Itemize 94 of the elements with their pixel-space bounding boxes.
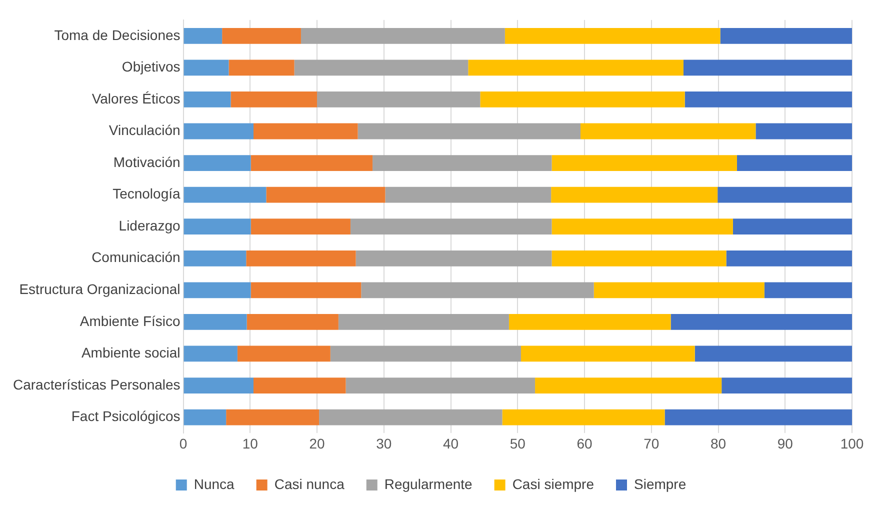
x-tick-label: 70 — [644, 435, 660, 452]
y-tick-label: Fact Psicológicos — [71, 408, 180, 424]
bar — [184, 92, 231, 108]
bar — [184, 378, 254, 394]
bar — [338, 314, 509, 330]
bar — [535, 378, 722, 394]
bar — [319, 409, 502, 426]
x-tick-label: 0 — [179, 435, 188, 452]
bar — [184, 123, 254, 140]
bar — [266, 186, 386, 203]
bar — [184, 60, 229, 76]
bar — [580, 123, 756, 140]
bar — [694, 346, 852, 362]
bar — [683, 60, 852, 76]
bar — [468, 60, 684, 76]
legend-label: Casi siempre — [512, 476, 594, 492]
y-tick-label: Comunicación — [92, 249, 180, 266]
bar — [184, 218, 251, 235]
bar — [756, 123, 852, 140]
bar — [250, 282, 362, 298]
bar — [385, 186, 552, 203]
bar — [250, 218, 350, 235]
bar — [720, 28, 852, 44]
y-tick-label: Características Personales — [12, 376, 180, 392]
bar — [520, 346, 695, 362]
bar — [350, 218, 552, 235]
bar — [246, 314, 338, 330]
x-tick-label: 90 — [777, 435, 794, 452]
y-tick-label: Valores Éticos — [92, 90, 180, 106]
bar — [184, 155, 251, 171]
legend-label: Casi nunca — [274, 476, 345, 492]
bar — [358, 123, 581, 140]
bar — [184, 346, 238, 362]
bar — [228, 60, 294, 76]
x-tick-label: 80 — [710, 435, 726, 452]
y-tick-label: Estructura Organizacional — [19, 281, 180, 298]
y-tick-label: Ambiente social — [81, 344, 180, 361]
bar — [330, 346, 521, 362]
bar — [230, 92, 318, 108]
x-tick-label: 10 — [242, 435, 258, 452]
bar — [684, 92, 852, 108]
legend-label: Siempre — [634, 476, 686, 492]
bar — [184, 314, 247, 330]
legend-label: Regularmente — [384, 476, 473, 492]
bar — [226, 409, 320, 426]
bar — [237, 346, 330, 362]
bar — [222, 28, 301, 44]
bar — [294, 60, 468, 76]
bar — [764, 282, 852, 298]
bar — [184, 186, 266, 203]
bar — [502, 409, 665, 426]
bar — [184, 28, 222, 44]
bar — [551, 186, 718, 203]
y-tick-label: Motivación — [113, 154, 180, 170]
bar — [300, 28, 505, 44]
bar — [726, 250, 852, 266]
x-tick-label: 100 — [840, 435, 864, 452]
bar — [552, 155, 737, 171]
bar — [361, 282, 594, 298]
bar — [664, 409, 852, 426]
y-tick-label: Objetivos — [122, 58, 180, 75]
x-tick-label: 60 — [576, 435, 593, 452]
bar — [184, 409, 226, 426]
bar — [184, 282, 251, 298]
bar — [372, 155, 552, 171]
bar — [552, 218, 733, 235]
x-tick-label: 50 — [510, 435, 526, 452]
x-tick-label: 20 — [309, 435, 326, 452]
bar — [480, 92, 685, 108]
bar — [722, 378, 852, 394]
bar — [356, 250, 552, 266]
bar — [718, 186, 852, 203]
bar — [246, 250, 356, 266]
legend-label: Nunca — [194, 476, 235, 492]
bar — [552, 250, 726, 266]
bar — [254, 123, 358, 140]
y-tick-label: Vinculación — [108, 122, 180, 138]
x-tick-label: 40 — [442, 435, 459, 452]
bar — [594, 282, 764, 298]
y-tick-label: Liderazgo — [118, 217, 180, 234]
y-tick-label: Tecnología — [112, 186, 180, 202]
x-tick-label: 30 — [376, 435, 392, 452]
y-tick-label: Ambiente Físico — [80, 312, 180, 329]
bar — [250, 155, 373, 171]
y-tick-label: Toma de Decisiones — [54, 26, 180, 43]
bar — [254, 378, 346, 394]
bar — [508, 314, 671, 330]
bar — [317, 92, 480, 108]
bar — [670, 314, 852, 330]
bar — [504, 28, 720, 44]
bar — [732, 218, 852, 235]
bar — [346, 378, 536, 394]
bar — [736, 155, 852, 171]
bar — [184, 250, 246, 266]
